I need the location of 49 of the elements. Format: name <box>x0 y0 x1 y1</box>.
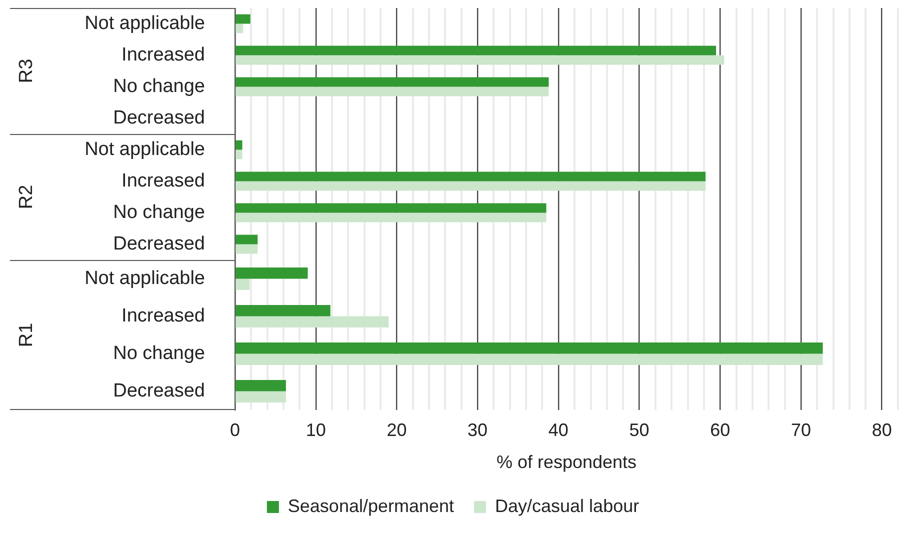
bar <box>236 150 242 160</box>
bar <box>236 46 716 56</box>
bar <box>236 380 286 392</box>
y-tick-label: Not applicable <box>84 12 205 34</box>
bar <box>236 24 244 34</box>
text: R2 <box>16 184 38 210</box>
y-tick-label: Decreased <box>113 233 205 254</box>
bar <box>236 55 724 65</box>
x-tick-label: 70 <box>790 420 811 440</box>
x-tick-label: 20 <box>386 420 407 440</box>
y-tick-label: Increased <box>122 305 205 326</box>
bar <box>236 172 706 182</box>
bar <box>236 212 546 222</box>
bar <box>236 268 308 279</box>
legend-label: Day/casual labour <box>495 496 640 516</box>
bar <box>236 77 549 87</box>
y-tick-label: Not applicable <box>84 138 205 160</box>
bar <box>236 181 706 191</box>
bar <box>236 391 286 402</box>
y-tick-label: No change <box>113 202 205 223</box>
bar <box>236 305 330 316</box>
text: R1 <box>16 322 38 348</box>
y-tick-label: Not applicable <box>84 268 205 289</box>
x-tick-label: 80 <box>872 420 892 440</box>
y-tick-label: No change <box>113 342 205 364</box>
x-tick-label: 0 <box>230 420 240 440</box>
bar <box>236 14 250 24</box>
y-tick-label: Increased <box>122 170 205 192</box>
bar <box>236 203 546 213</box>
y-tick-label: Decreased <box>113 107 205 128</box>
y-tick-label: No change <box>113 76 205 97</box>
x-tick-label: 60 <box>710 420 730 440</box>
legend-label: Seasonal/permanent <box>288 496 454 516</box>
y-tick-label: Increased <box>122 44 205 66</box>
x-axis-title: % of respondents <box>496 452 637 472</box>
y-tick-label: Decreased <box>113 380 205 402</box>
bar <box>236 278 250 290</box>
bar <box>236 234 258 244</box>
bar <box>236 354 823 365</box>
text: R3 <box>16 58 38 84</box>
bar <box>236 316 389 328</box>
bar <box>236 86 549 96</box>
bar <box>236 342 823 354</box>
bar <box>236 140 242 150</box>
x-tick-label: 40 <box>548 420 568 440</box>
x-tick-label: 30 <box>468 420 488 440</box>
bar <box>236 244 258 254</box>
x-tick-label: 10 <box>306 420 326 440</box>
x-tick-label: 50 <box>629 420 650 440</box>
